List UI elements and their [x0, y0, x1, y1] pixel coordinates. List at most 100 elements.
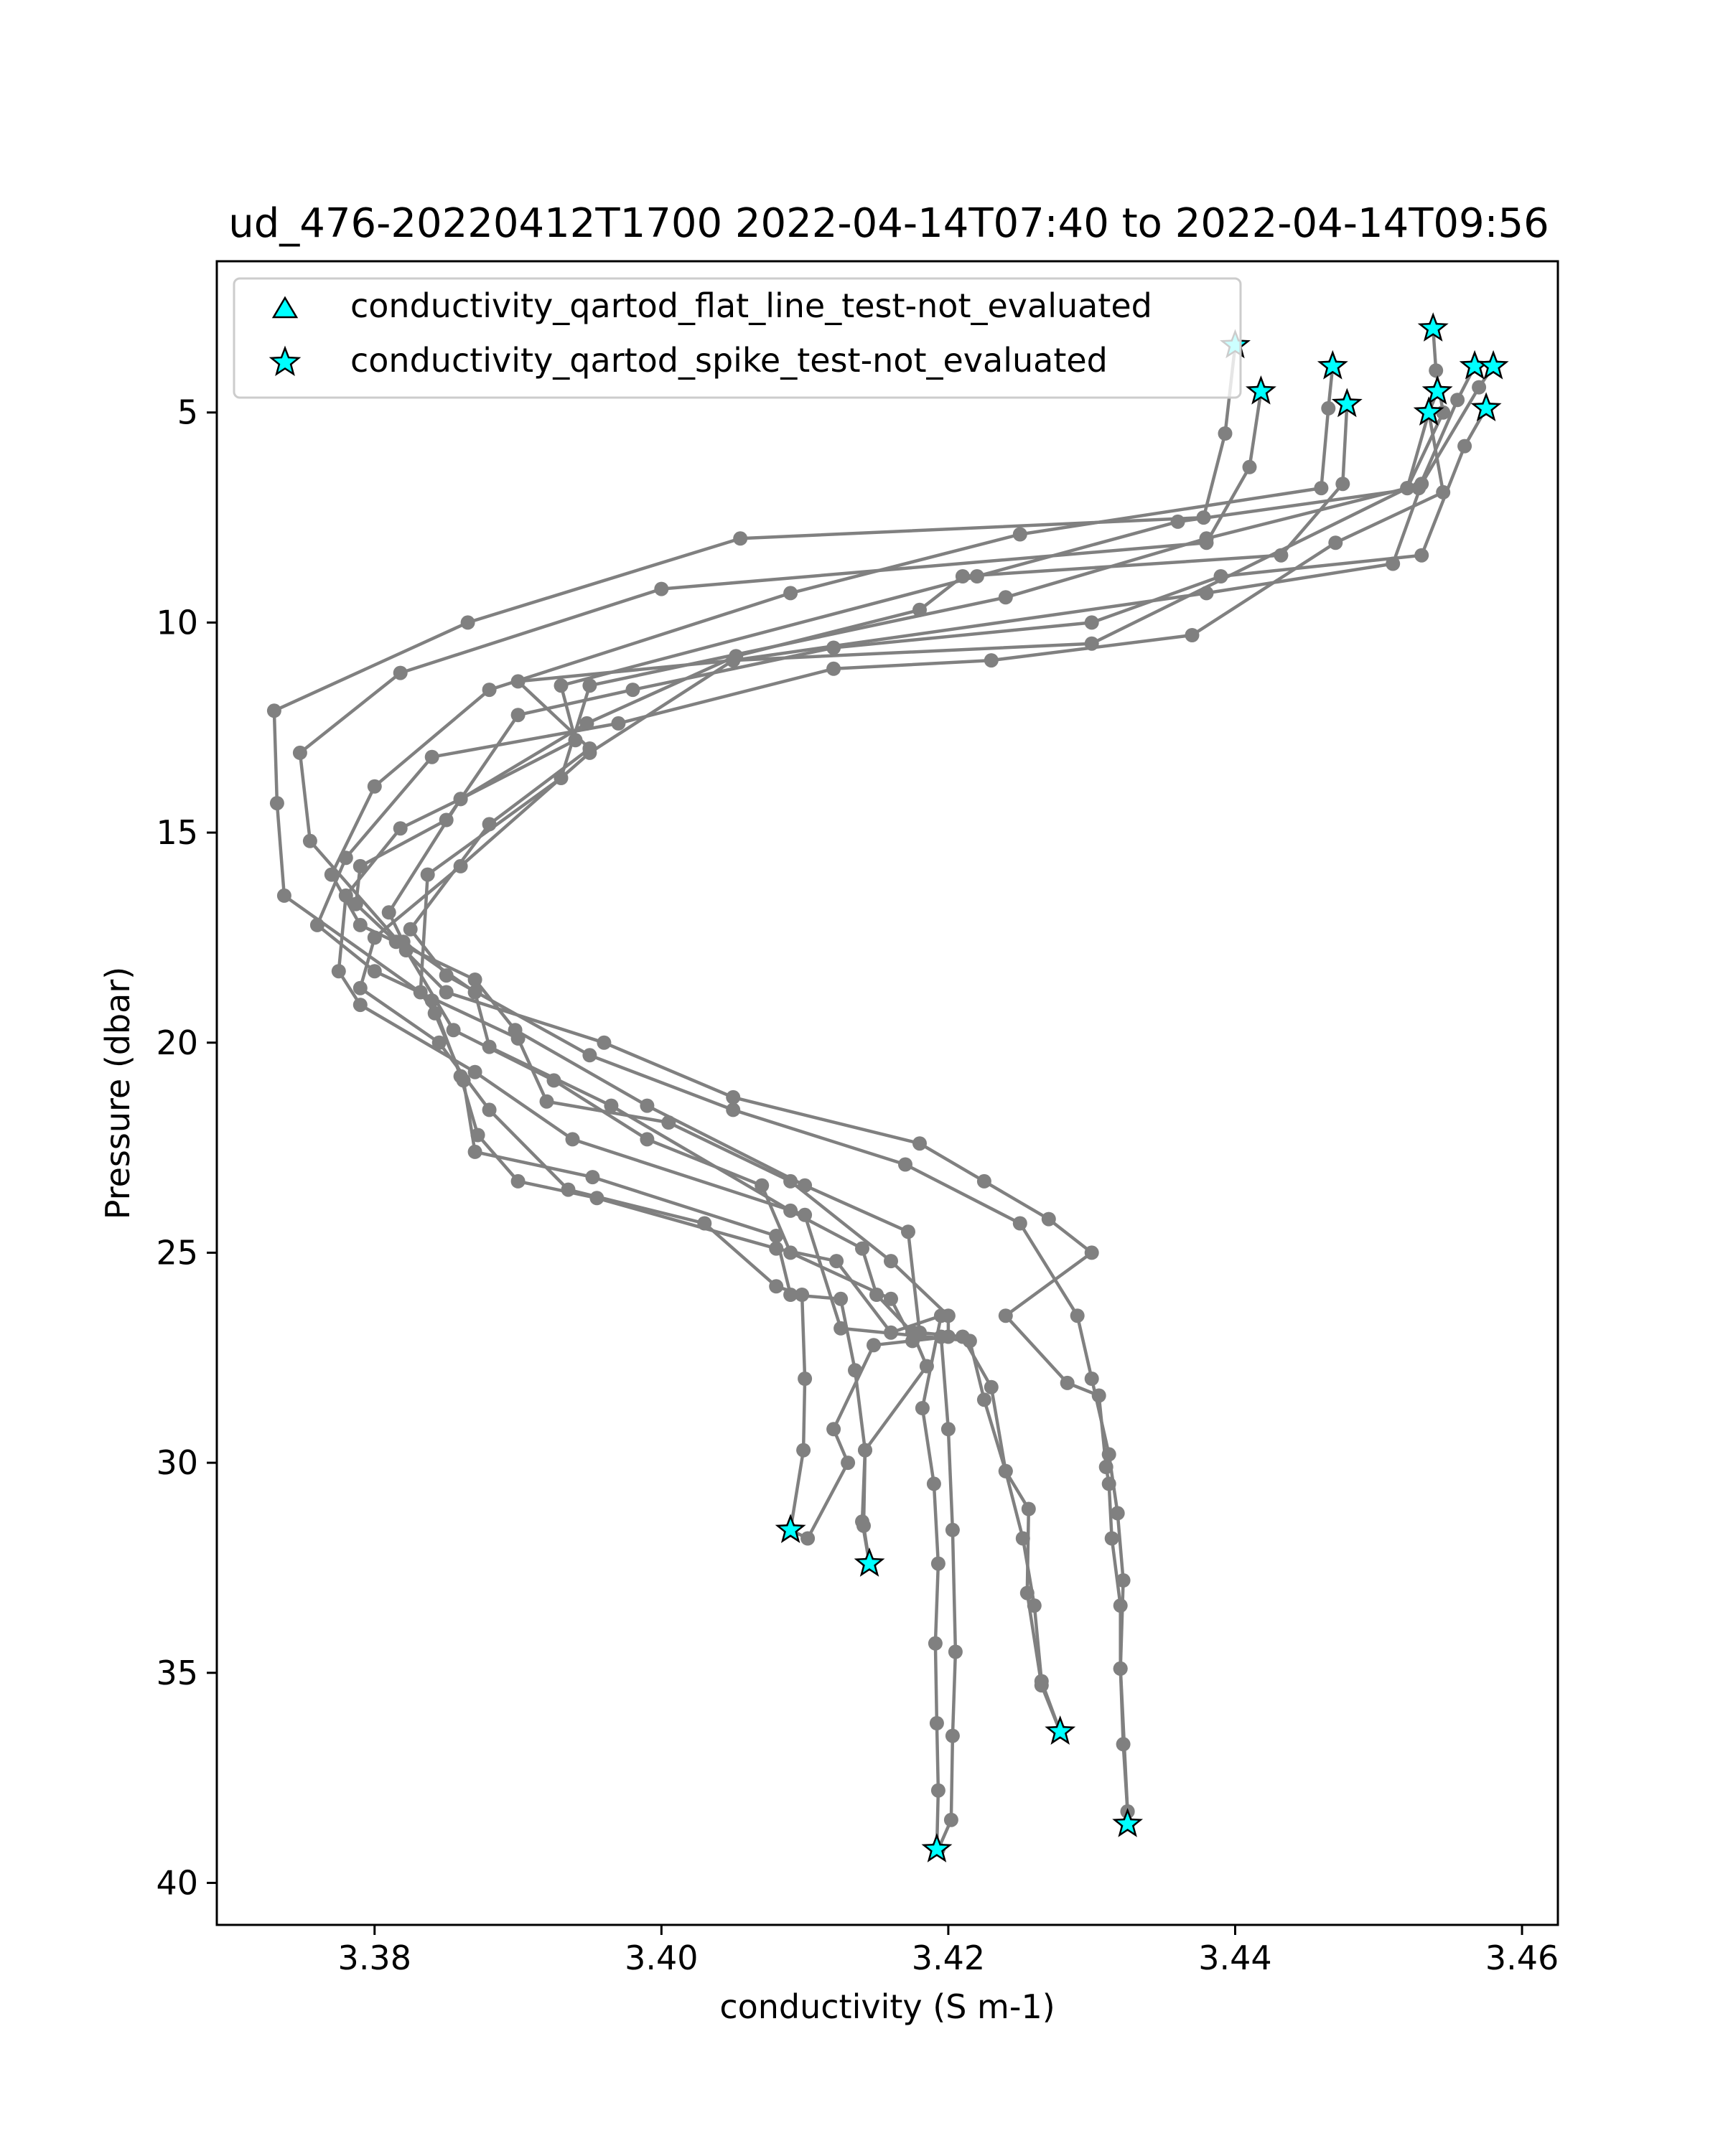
data-point	[1199, 531, 1214, 546]
y-tick-label: 25	[156, 1233, 198, 1272]
data-point	[1110, 1506, 1125, 1521]
spike-test-star-marker	[1045, 1715, 1076, 1745]
data-point	[969, 569, 984, 583]
data-point	[604, 1098, 619, 1113]
data-point	[826, 661, 841, 676]
data-point	[855, 1514, 869, 1529]
data-point	[834, 1291, 849, 1306]
data-point	[855, 1241, 869, 1256]
data-point	[998, 1308, 1013, 1323]
data-point	[984, 1379, 999, 1395]
data-point	[1098, 1460, 1113, 1474]
data-point	[453, 792, 468, 807]
data-point	[582, 678, 597, 693]
y-tick-label: 15	[156, 813, 198, 852]
data-point	[388, 934, 403, 950]
data-point	[998, 1463, 1013, 1478]
data-point	[884, 1325, 898, 1340]
data-point	[798, 1178, 813, 1193]
data-point	[1436, 484, 1451, 500]
data-point	[331, 964, 346, 979]
data-point	[940, 1422, 956, 1437]
data-point	[1414, 548, 1429, 563]
data-point	[625, 683, 640, 698]
data-point	[697, 1216, 712, 1231]
spike-test-star-marker	[1331, 388, 1363, 418]
data-point	[1027, 1598, 1042, 1613]
data-point	[1321, 400, 1336, 416]
profile-line-9	[408, 365, 1495, 1824]
data-point	[976, 1173, 991, 1189]
data-point	[783, 1288, 798, 1302]
data-point	[611, 716, 626, 731]
data-point	[640, 1132, 655, 1147]
data-point	[661, 1115, 676, 1130]
data-point	[510, 708, 526, 723]
data-point	[919, 1359, 934, 1374]
data-point	[898, 1157, 912, 1172]
data-point	[798, 1207, 813, 1222]
y-tick-label: 35	[156, 1654, 198, 1692]
data-point	[467, 985, 482, 1000]
spike-test-star-marker	[1417, 312, 1449, 342]
data-point	[955, 569, 970, 583]
data-point	[266, 703, 281, 718]
x-axis-label: conductivity (S m-1)	[719, 1987, 1055, 2026]
data-point	[510, 674, 526, 689]
data-point	[431, 1035, 447, 1050]
data-point	[393, 821, 408, 836]
star-marker-icon	[269, 345, 302, 377]
data-point	[928, 1636, 943, 1651]
data-point	[1185, 628, 1200, 642]
data-point	[1274, 548, 1289, 563]
data-point	[1386, 556, 1401, 571]
data-point	[1196, 510, 1211, 525]
data-point	[962, 1334, 977, 1349]
data-point	[884, 1254, 898, 1269]
data-point	[1472, 380, 1487, 395]
data-point	[976, 1392, 991, 1407]
data-point	[309, 917, 324, 932]
data-point	[943, 1812, 958, 1827]
data-point	[800, 1531, 816, 1546]
data-point	[940, 1308, 956, 1323]
data-point	[1113, 1661, 1128, 1676]
triangle-marker-icon	[271, 296, 299, 319]
data-point	[482, 1102, 497, 1117]
data-point	[446, 1023, 461, 1038]
data-point	[1170, 514, 1185, 529]
data-point	[510, 1031, 526, 1046]
data-point	[1084, 1372, 1099, 1386]
profile-line-1	[272, 345, 1237, 1850]
data-point	[826, 640, 841, 655]
data-point	[783, 586, 798, 601]
spike-test-star-marker	[1470, 392, 1502, 422]
data-point	[352, 858, 368, 873]
data-point	[589, 1191, 604, 1206]
data-point	[869, 1288, 884, 1302]
data-point	[367, 779, 382, 794]
data-point	[1084, 1245, 1099, 1260]
y-tick-label: 30	[156, 1443, 198, 1482]
data-point	[1084, 636, 1099, 651]
data-point	[510, 1173, 526, 1189]
data-point	[348, 896, 363, 911]
plot-area	[266, 312, 1509, 1862]
data-point	[367, 964, 382, 979]
data-point	[1084, 615, 1099, 630]
data-point	[841, 1456, 856, 1471]
data-point	[324, 867, 339, 882]
chart-title: ud_476-20220412T1700 2022-04-14T07:40 to…	[228, 200, 1549, 247]
axes-frame	[215, 260, 1559, 1926]
data-point	[915, 1401, 930, 1415]
y-tick-label: 10	[156, 603, 198, 642]
data-point	[998, 590, 1013, 605]
data-point	[546, 1073, 561, 1088]
data-point	[755, 1178, 770, 1193]
data-point	[1116, 1573, 1131, 1588]
y-tick-label: 20	[156, 1023, 198, 1062]
data-point	[467, 972, 482, 987]
data-point	[1335, 477, 1350, 492]
spike-test-star-marker	[1317, 350, 1348, 380]
